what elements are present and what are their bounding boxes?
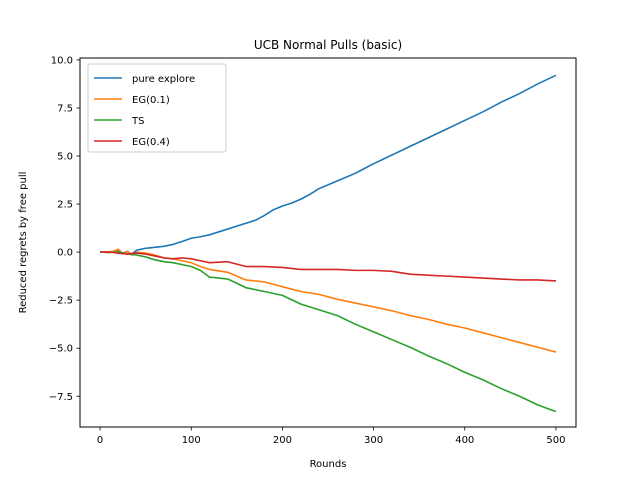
legend-label: TS bbox=[131, 116, 144, 127]
chart-title: UCB Normal Pulls (basic) bbox=[254, 38, 402, 52]
y-axis-label: Reduced regrets by free pull bbox=[18, 172, 29, 314]
series-line-0 bbox=[100, 74, 557, 255]
y-tick-label: −7.5 bbox=[49, 392, 73, 403]
series-lines bbox=[100, 74, 557, 413]
legend-label: EG(0.1) bbox=[132, 95, 170, 106]
y-tick-label: −5.0 bbox=[49, 344, 73, 355]
series-line-3 bbox=[100, 251, 556, 282]
y-tick-label: −2.5 bbox=[49, 296, 73, 307]
x-tick-label: 100 bbox=[182, 435, 201, 446]
y-tick-label: 7.5 bbox=[57, 103, 73, 114]
axis-ticks: 0 100 200 300 400 500 −7.5 −5.0 −2.5 0.0 2.5 5.0 7.5… bbox=[49, 55, 566, 446]
x-tick-label: 200 bbox=[273, 435, 292, 446]
series-line-2 bbox=[100, 250, 557, 413]
x-tick-label: 400 bbox=[455, 435, 474, 446]
legend-label: EG(0.4) bbox=[132, 137, 170, 148]
legend: pure explore EG(0.1) TS EG(0.4) bbox=[87, 63, 227, 153]
x-axis-label: Rounds bbox=[310, 459, 347, 470]
axes-frame bbox=[79, 57, 577, 428]
x-tick-label: 0 bbox=[97, 435, 103, 446]
x-tick-label: 500 bbox=[546, 435, 565, 446]
y-tick-label: 5.0 bbox=[57, 152, 73, 163]
y-tick-label: 2.5 bbox=[57, 200, 73, 211]
series-line-1 bbox=[100, 248, 557, 353]
x-tick-label: 300 bbox=[364, 435, 383, 446]
y-tick-label: 10.0 bbox=[51, 55, 73, 66]
legend-box bbox=[87, 63, 227, 153]
y-tick-label: 0.0 bbox=[57, 248, 73, 259]
legend-label: pure explore bbox=[132, 74, 195, 85]
